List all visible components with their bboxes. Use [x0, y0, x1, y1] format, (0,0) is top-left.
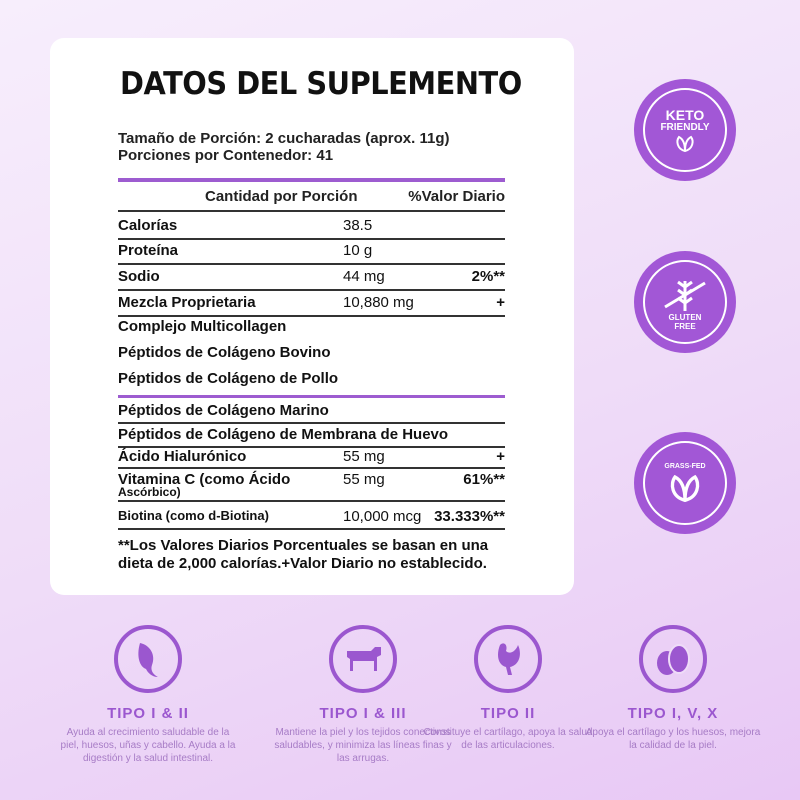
collagen-type: TIPO II Constituye el cartílago, apoya la… [418, 625, 598, 752]
amount-header: Cantidad por Porción [205, 188, 358, 205]
nutrient-row: Mezcla Proprietaria 10,880 mg + [118, 294, 505, 314]
divider [118, 395, 505, 398]
dv-header: %Valor Diario [408, 188, 505, 205]
nutrient-name: Mezcla Proprietaria [118, 294, 256, 311]
wheat-crossed-icon [664, 280, 706, 311]
nutrient-amount: 44 mg [343, 268, 385, 285]
nutrient-name: Péptidos de Colágeno Bovino [118, 344, 331, 361]
divider [118, 289, 505, 291]
nutrient-name: Sodio [118, 268, 160, 285]
divider [118, 315, 505, 317]
grass-fed-badge: GRASS-FED [634, 432, 736, 534]
nutrient-dv: + [496, 294, 505, 311]
footnote: **Los Valores Diarios Porcentuales se ba… [118, 537, 489, 572]
nutrient-name: Ácido Hialurónico [118, 448, 247, 465]
nutrient-row: Péptidos de Colágeno de Membrana de Huev… [118, 426, 505, 446]
nutrient-dv: 2%** [471, 268, 505, 285]
nutrient-row: Péptidos de Colágeno de Pollo [118, 370, 505, 390]
divider [118, 263, 505, 265]
nutrient-row: Biotina (como d-Biotina) 10,000 mcg 33.333… [118, 508, 505, 528]
nutrient-name: Biotina (como d-Biotina) [118, 508, 269, 523]
divider [118, 467, 505, 469]
serving-size: Tamaño de Porción: 2 cucharadas (aprox. … [118, 130, 450, 147]
nutrient-name: Péptidos de Colágeno de Pollo [118, 370, 339, 387]
divider [118, 500, 505, 502]
page-title: DATOS DEL SUPLEMENTO [120, 66, 522, 102]
divider [118, 446, 505, 448]
collagen-type: TIPO I, V, X Apoya el cartílago y los hue… [583, 625, 763, 752]
nutrient-name: Complejo Multicollagen [118, 318, 287, 335]
nutrient-amount: 10,000 mcg [343, 508, 422, 525]
divider [118, 238, 505, 240]
type-description: Constituye el cartílago, apoya la salud … [423, 727, 593, 751]
divider [118, 178, 505, 182]
nutrient-row: Ácido Hialurónico 55 mg + [118, 448, 505, 468]
leaf-icon [676, 135, 694, 152]
supplement-facts-card [50, 38, 574, 595]
nutrient-row: Vitamina C (como Ácido Ascórbico) 55 mg 61%… [118, 471, 505, 499]
collagen-type: TIPO I & III Mantiene la piel y los tejid… [273, 625, 453, 765]
egg-icon [639, 625, 707, 693]
keto-badge: KETO FRIENDLY [634, 79, 736, 181]
type-description: Apoya el cartílago y los huesos, mejora … [585, 727, 761, 751]
nutrient-name: Vitamina C (como Ácido [118, 471, 291, 488]
nutrient-row: Péptidos de Colágeno Bovino [118, 344, 505, 364]
fish-icon [114, 625, 182, 693]
divider [118, 210, 505, 212]
type-title: TIPO I, V, X [627, 705, 719, 722]
nutrient-row: Calorías 38.5 [118, 217, 505, 237]
type-title: TIPO II [480, 705, 536, 722]
nutrient-amount: 55 mg [343, 471, 385, 488]
type-title: TIPO I & II [107, 705, 189, 722]
nutrient-name-cont: Ascórbico) [118, 485, 181, 499]
divider [118, 528, 505, 530]
nutrient-row: Proteína 10 g [118, 242, 505, 262]
nutrient-name: Calorías [118, 217, 178, 234]
collagen-type: TIPO I & II Ayuda al crecimiento saludabl… [58, 625, 238, 765]
cow-icon [329, 625, 397, 693]
nutrient-row: Péptidos de Colágeno Marino [118, 402, 505, 422]
nutrient-row: Complejo Multicollagen [118, 318, 505, 338]
nutrient-dv: + [496, 448, 505, 465]
nutrient-amount: 10,880 mg [343, 294, 414, 311]
nutrient-dv: 33.333%** [434, 508, 505, 525]
servings-per-container: Porciones por Contenedor: 41 [118, 147, 334, 164]
type-description: Ayuda al crecimiento saludable de la pie… [60, 727, 236, 764]
chicken-icon [474, 625, 542, 693]
nutrient-row: Sodio 44 mg 2%** [118, 268, 505, 288]
type-title: TIPO I & III [319, 705, 407, 722]
leaf-icon [670, 474, 700, 502]
gluten-free-badge: GLUTEN FREE [634, 251, 736, 353]
nutrient-dv: 61%** [463, 471, 505, 488]
nutrient-amount: 38.5 [343, 217, 373, 234]
nutrient-amount: 10 g [343, 242, 373, 259]
nutrient-amount: 55 mg [343, 448, 385, 465]
nutrient-name: Péptidos de Colágeno de Membrana de Huev… [118, 426, 449, 443]
nutrient-name: Péptidos de Colágeno Marino [118, 402, 329, 419]
divider [118, 422, 505, 424]
nutrient-name: Proteína [118, 242, 179, 259]
type-description: Mantiene la piel y los tejidos conectivo… [274, 727, 452, 764]
